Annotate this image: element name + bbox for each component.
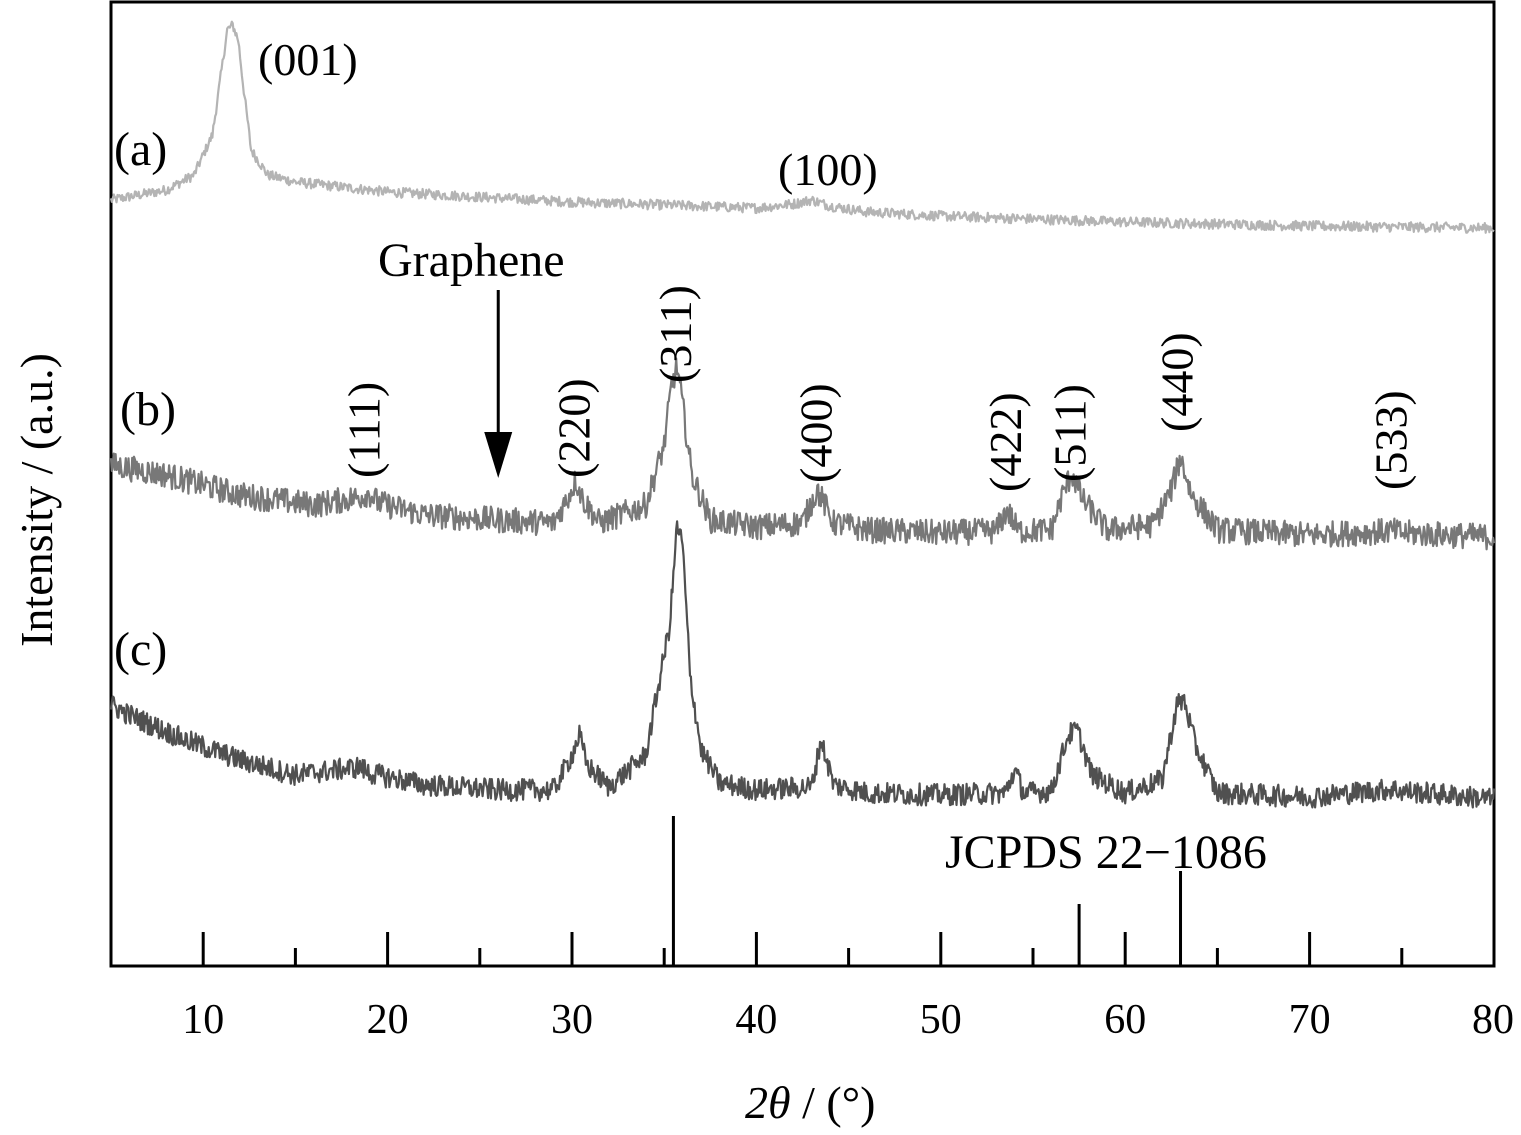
peak-label-b-4: (422) bbox=[980, 392, 1031, 492]
peak-labels: (001) (100) (111) (220) (311) (400) (422) (511)… bbox=[258, 34, 1417, 492]
peak-label-b-7: (533) bbox=[1366, 390, 1417, 490]
x-axis-title-variable: 2θ bbox=[745, 1077, 791, 1128]
series-line-2 bbox=[109, 520, 1496, 809]
curves-layer bbox=[109, 20, 1496, 809]
curve-label-0: (a) bbox=[114, 123, 167, 176]
x-tick-label-2: 30 bbox=[551, 997, 593, 1043]
jcpds-annotation: JCPDS 22−1086 bbox=[945, 826, 1267, 879]
peak-label-b-5: (511) bbox=[1045, 384, 1096, 482]
series-line-1 bbox=[109, 357, 1496, 551]
x-axis-ticks bbox=[201, 932, 1496, 966]
peak-label-a-0: (001) bbox=[258, 34, 358, 85]
x-tick-label-1: 20 bbox=[367, 997, 409, 1043]
peak-label-b-0: (111) bbox=[339, 382, 390, 478]
graphene-annotation: Graphene bbox=[378, 234, 565, 287]
curve-label-2: (c) bbox=[114, 623, 167, 676]
x-tick-label-5: 60 bbox=[1104, 997, 1146, 1043]
peak-label-b-2: (311) bbox=[650, 285, 701, 383]
peak-label-a-1: (100) bbox=[778, 144, 878, 195]
x-tick-label-3: 40 bbox=[735, 997, 777, 1043]
x-axis-title-unit: / (°) bbox=[791, 1077, 876, 1128]
x-tick-labels: 10 20 30 40 50 60 70 80 bbox=[182, 997, 1514, 1043]
graphene-arrow bbox=[484, 290, 513, 478]
peak-label-b-1: (220) bbox=[549, 378, 600, 478]
peak-label-b-6: (440) bbox=[1152, 332, 1203, 432]
x-tick-label-6: 70 bbox=[1289, 997, 1331, 1043]
y-axis-title: Intensity / (a.u.) bbox=[11, 353, 62, 647]
graphene-arrow-head bbox=[484, 432, 513, 478]
reference-lines bbox=[671, 816, 1183, 966]
x-axis-title: 2θ / (°) bbox=[745, 1077, 875, 1128]
x-tick-label-7: 80 bbox=[1472, 997, 1514, 1043]
curve-labels: (a) (b) (c) bbox=[114, 123, 176, 676]
curve-label-1: (b) bbox=[120, 383, 176, 436]
x-tick-label-4: 50 bbox=[920, 997, 962, 1043]
x-tick-label-0: 10 bbox=[182, 997, 224, 1043]
plot-frame bbox=[109, 0, 1496, 968]
series-line-0 bbox=[109, 20, 1495, 234]
peak-label-b-3: (400) bbox=[790, 383, 841, 483]
